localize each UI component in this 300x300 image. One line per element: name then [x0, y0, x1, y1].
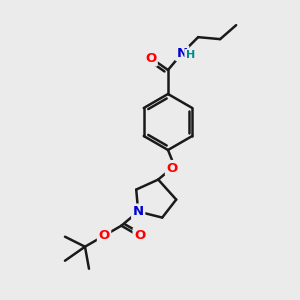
Text: H: H — [185, 50, 195, 60]
Text: O: O — [134, 229, 145, 242]
Text: O: O — [98, 229, 110, 242]
Text: O: O — [167, 161, 178, 175]
Text: N: N — [177, 46, 188, 60]
Text: N: N — [133, 205, 144, 218]
Text: O: O — [145, 52, 156, 65]
